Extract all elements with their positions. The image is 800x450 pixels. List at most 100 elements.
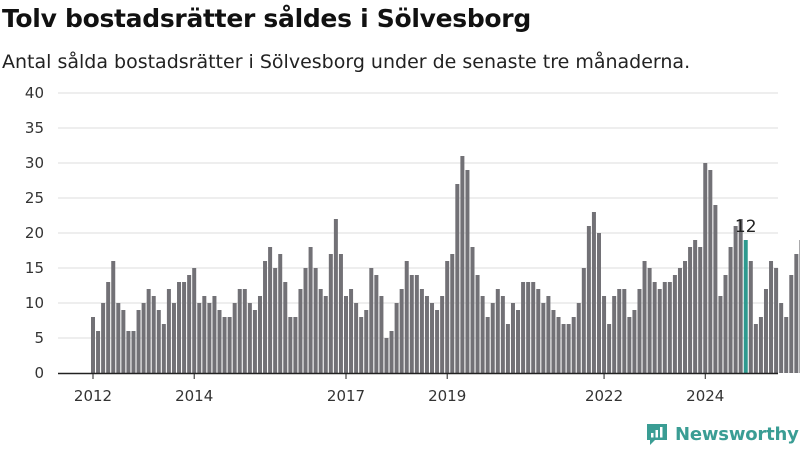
bar: [232, 303, 237, 373]
bar: [217, 310, 222, 373]
bar: [536, 289, 541, 373]
y-tick-label: 10: [25, 294, 44, 312]
bar: [283, 282, 288, 373]
bar: [576, 303, 581, 373]
bar: [430, 303, 435, 373]
bar: [723, 275, 728, 373]
y-tick-label: 20: [25, 224, 44, 242]
x-tick-label: 2019: [428, 387, 466, 405]
bar: [424, 296, 429, 373]
bar: [566, 324, 571, 373]
bar: [622, 289, 627, 373]
bar-highlighted: [743, 240, 748, 373]
bar: [460, 156, 465, 373]
x-axis-tick-labels: 2012 2014 2017 2019 2022 2024: [74, 387, 724, 405]
bar: [526, 282, 531, 373]
bar: [667, 282, 672, 373]
bar: [404, 261, 409, 373]
bar: [637, 289, 642, 373]
bar: [333, 219, 338, 373]
bar: [733, 226, 738, 373]
bar: [753, 324, 758, 373]
bar: [91, 317, 95, 373]
bar: [672, 275, 677, 373]
bar: [344, 296, 348, 373]
bar: [602, 296, 607, 373]
bar: [693, 240, 698, 373]
y-tick-label: 40: [25, 84, 44, 102]
bar: [521, 282, 526, 373]
bar: [652, 282, 657, 373]
bar: [516, 310, 521, 373]
bar: [237, 289, 242, 373]
bars: [91, 156, 800, 373]
bar: [541, 303, 546, 373]
bar: [187, 275, 192, 373]
bar: [268, 247, 273, 373]
bar: [763, 289, 768, 373]
bar: [698, 247, 703, 373]
bar: [784, 317, 789, 373]
bar: [374, 275, 379, 373]
bar: [202, 296, 207, 373]
bar: [106, 282, 111, 373]
y-tick-label: 15: [25, 259, 44, 277]
bar: [718, 296, 723, 373]
bar: [384, 338, 389, 373]
bar: [414, 275, 419, 373]
chart-title: Tolv bostadsrätter såldes i Sölvesborg: [2, 4, 531, 33]
bar: [450, 254, 455, 373]
bar: [642, 261, 647, 373]
bar: [364, 310, 369, 373]
bar: [242, 289, 247, 373]
x-tick-label: 2012: [74, 387, 112, 405]
bar: [131, 331, 136, 373]
newsworthy-logo-icon: [647, 424, 667, 445]
y-tick-label: 5: [34, 329, 44, 347]
bar: [252, 310, 257, 373]
bar: [394, 303, 399, 373]
bar: [769, 261, 774, 373]
bar: [440, 296, 445, 373]
bar: [419, 289, 424, 373]
bar: [688, 247, 693, 373]
bar: [263, 261, 268, 373]
bar: [779, 303, 784, 373]
chart-subtitle: Antal sålda bostadsrätter i Sölvesborg u…: [2, 51, 691, 73]
bar: [338, 254, 343, 373]
bar: [435, 310, 440, 373]
bar: [586, 226, 591, 373]
bar: [632, 310, 637, 373]
bar: [677, 268, 682, 373]
bar: [171, 303, 176, 373]
bar: [354, 303, 359, 373]
bar: [556, 317, 561, 373]
bar: [101, 303, 106, 373]
y-tick-label: 35: [25, 119, 44, 137]
bar: [399, 289, 404, 373]
bar: [708, 170, 713, 373]
bar: [409, 275, 414, 373]
bar: [273, 268, 278, 373]
bar: [166, 289, 171, 373]
bar: [581, 268, 586, 373]
bar: [278, 254, 283, 373]
bar: [323, 296, 328, 373]
bar: [156, 310, 161, 373]
bar: [571, 317, 576, 373]
bar: [328, 254, 333, 373]
bar: [247, 303, 252, 373]
bar: [612, 296, 617, 373]
bar: [607, 324, 612, 373]
bar: [728, 247, 733, 373]
bar: [738, 219, 743, 373]
bar: [510, 303, 515, 373]
bar: [627, 317, 632, 373]
bar: [288, 317, 293, 373]
bar: [485, 317, 490, 373]
bar: [713, 205, 718, 373]
bar: [318, 289, 323, 373]
newsworthy-logo-text: Newsworthy: [675, 423, 799, 445]
bar: [227, 317, 232, 373]
bar: [207, 303, 212, 373]
